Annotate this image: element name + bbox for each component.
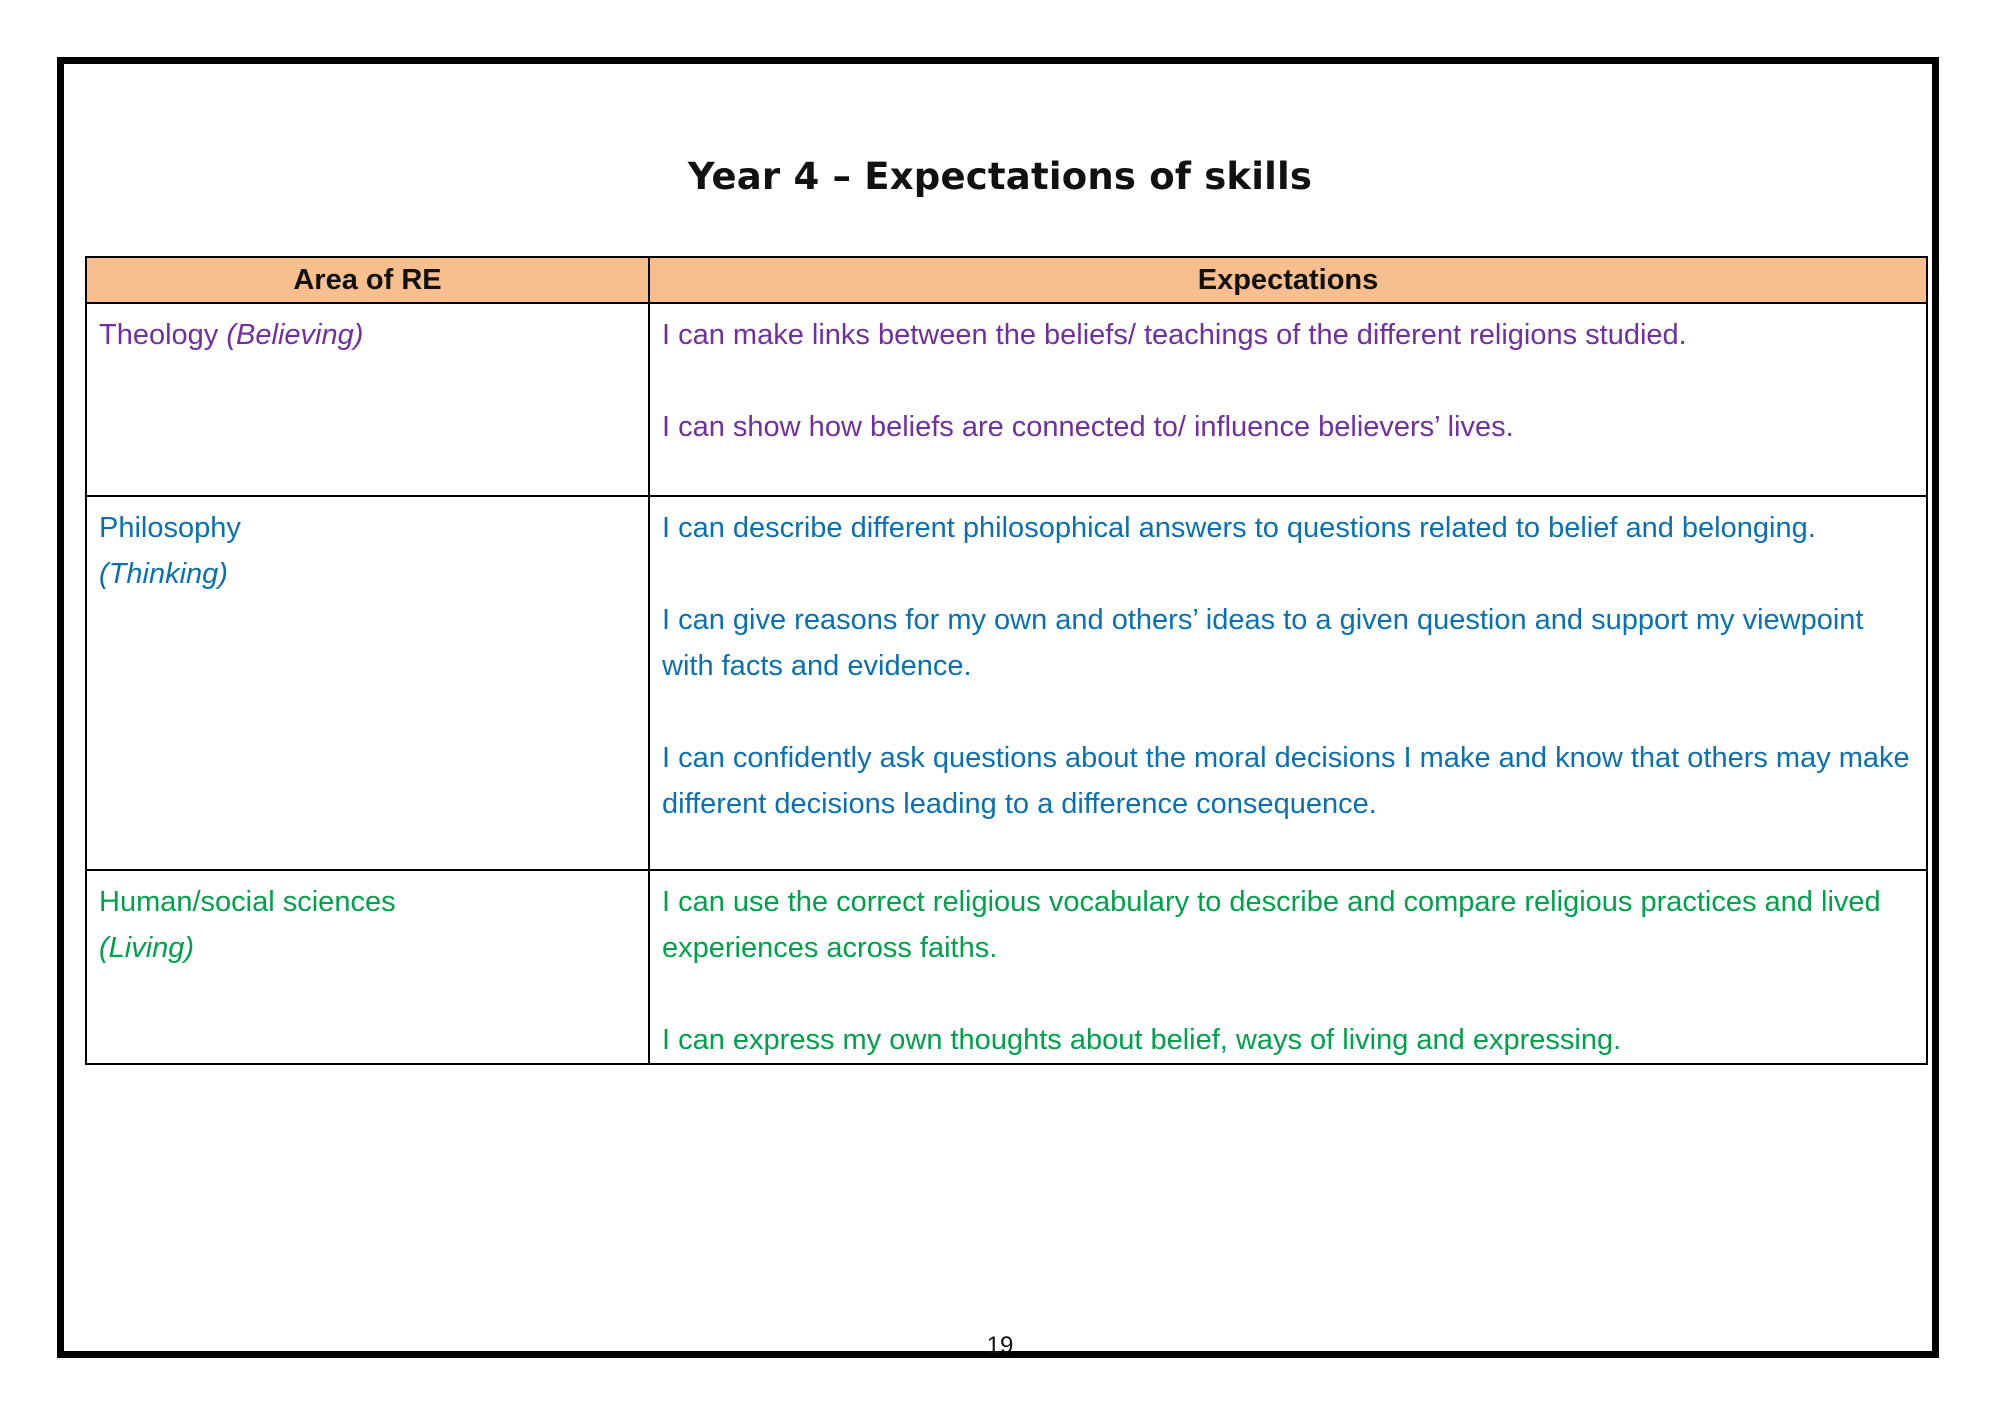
- area-label: Theology: [99, 319, 219, 351]
- expectations-cell: I can describe different philosophical a…: [648, 495, 1928, 871]
- expectation-item: I can describe different philosophical a…: [662, 512, 1816, 544]
- table-row-human-social-sciences: Human/social sciences (Living) I can use …: [85, 869, 1928, 1065]
- header-expectations: Expectations: [648, 256, 1928, 304]
- table-header-row: Area of RE Expectations: [85, 256, 1928, 304]
- expectations-cell: I can make links between the beliefs/ te…: [648, 302, 1928, 497]
- area-cell: Philosophy (Thinking): [85, 495, 650, 871]
- area-label: Philosophy: [99, 512, 241, 544]
- area-sublabel: (Believing): [226, 319, 364, 351]
- expectation-item: I can use the correct religious vocabula…: [662, 886, 1881, 964]
- area-cell: Theology (Believing): [85, 302, 650, 497]
- area-cell: Human/social sciences (Living): [85, 869, 650, 1065]
- table-row-philosophy: Philosophy (Thinking) I can describe diff…: [85, 495, 1928, 871]
- page-border: [57, 57, 1939, 1358]
- header-area: Area of RE: [85, 256, 650, 304]
- expectation-item: I can make links between the beliefs/ te…: [662, 319, 1687, 351]
- page-number: 19: [986, 1332, 1014, 1359]
- expectation-item: I can give reasons for my own and others…: [662, 604, 1864, 682]
- skills-table: Area of RE Expectations Theology (Believ…: [85, 256, 1928, 1065]
- area-sublabel: (Thinking): [99, 558, 228, 590]
- expectation-item: I can express my own thoughts about beli…: [662, 1024, 1622, 1056]
- expectation-item: I can confidently ask questions about th…: [662, 742, 1910, 820]
- page-title: Year 4 – Expectations of skills: [687, 155, 1313, 198]
- table-row-theology: Theology (Believing) I can make links be…: [85, 302, 1928, 497]
- expectations-cell: I can use the correct religious vocabula…: [648, 869, 1928, 1065]
- area-label: Human/social sciences: [99, 886, 396, 918]
- expectation-item: I can show how beliefs are connected to/…: [662, 411, 1514, 443]
- area-sublabel: (Living): [99, 932, 195, 964]
